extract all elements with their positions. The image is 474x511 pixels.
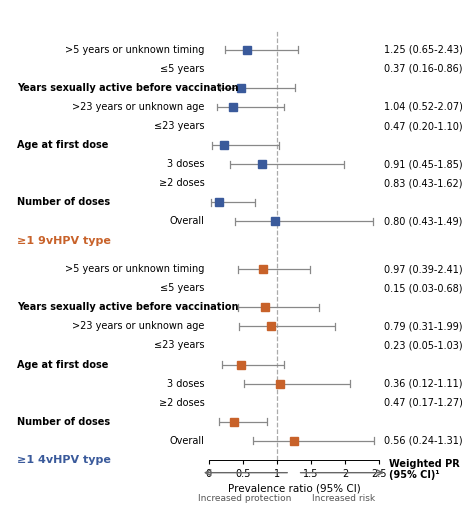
Text: 0.83 (0.43-1.62): 0.83 (0.43-1.62)	[384, 178, 463, 188]
Text: ≥1 4vHPV type: ≥1 4vHPV type	[17, 455, 110, 465]
Text: 0.37 (0.16-0.86): 0.37 (0.16-0.86)	[384, 64, 463, 74]
Text: Years sexually active before vaccination: Years sexually active before vaccination	[17, 83, 238, 93]
Text: Increased protection: Increased protection	[198, 494, 291, 503]
Text: Age at first dose: Age at first dose	[17, 360, 108, 369]
Text: ≤23 years: ≤23 years	[154, 340, 204, 351]
Text: 0.36 (0.12-1.11): 0.36 (0.12-1.11)	[384, 379, 463, 388]
Text: ≤5 years: ≤5 years	[160, 283, 204, 293]
Text: ≥2 doses: ≥2 doses	[159, 398, 204, 408]
X-axis label: Prevalence ratio (95% CI): Prevalence ratio (95% CI)	[228, 483, 360, 493]
Text: 0.15 (0.03-0.68): 0.15 (0.03-0.68)	[384, 283, 463, 293]
Text: Weighted PR
(95% CI)¹: Weighted PR (95% CI)¹	[389, 459, 459, 480]
Text: >5 years or unknown timing: >5 years or unknown timing	[65, 264, 204, 274]
Text: Increased risk: Increased risk	[311, 494, 375, 503]
Text: 0.56 (0.24-1.31): 0.56 (0.24-1.31)	[384, 436, 463, 446]
Text: ≤23 years: ≤23 years	[154, 121, 204, 131]
Text: Age at first dose: Age at first dose	[17, 140, 108, 150]
Text: 0.91 (0.45-1.85): 0.91 (0.45-1.85)	[384, 159, 463, 169]
Text: 0.23 (0.05-1.03): 0.23 (0.05-1.03)	[384, 340, 463, 351]
Text: Number of doses: Number of doses	[17, 197, 110, 207]
Text: 0.80 (0.43-1.49): 0.80 (0.43-1.49)	[384, 217, 462, 226]
Text: ≥2 doses: ≥2 doses	[159, 178, 204, 188]
Text: Overall: Overall	[170, 436, 204, 446]
Text: Overall: Overall	[170, 217, 204, 226]
Text: >23 years or unknown age: >23 years or unknown age	[72, 321, 204, 331]
Text: 3 doses: 3 doses	[167, 379, 204, 388]
Text: 1.25 (0.65-2.43): 1.25 (0.65-2.43)	[384, 45, 463, 55]
Text: 0.47 (0.20-1.10): 0.47 (0.20-1.10)	[384, 121, 463, 131]
Text: ≤5 years: ≤5 years	[160, 64, 204, 74]
Text: >5 years or unknown timing: >5 years or unknown timing	[65, 45, 204, 55]
Text: 0.47 (0.17-1.27): 0.47 (0.17-1.27)	[384, 398, 463, 408]
Text: Years sexually active before vaccination: Years sexually active before vaccination	[17, 303, 238, 312]
Text: Number of doses: Number of doses	[17, 417, 110, 427]
Text: >23 years or unknown age: >23 years or unknown age	[72, 102, 204, 112]
Text: 0.97 (0.39-2.41): 0.97 (0.39-2.41)	[384, 264, 463, 274]
Text: 3 doses: 3 doses	[167, 159, 204, 169]
Text: 0.79 (0.31-1.99): 0.79 (0.31-1.99)	[384, 321, 463, 331]
Text: ≥1 9vHPV type: ≥1 9vHPV type	[17, 236, 110, 245]
Text: 1.04 (0.52-2.07): 1.04 (0.52-2.07)	[384, 102, 463, 112]
